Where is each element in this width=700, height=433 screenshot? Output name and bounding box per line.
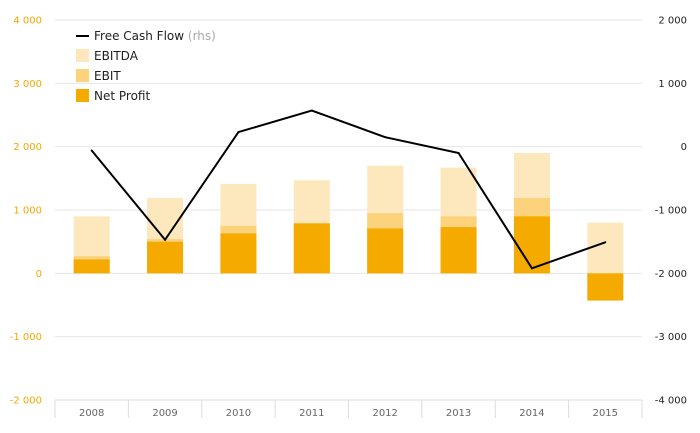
bar-net-profit [293,223,330,274]
y-axis-right-tick-label: -3 000 [655,332,687,343]
x-axis-tick-label: 2010 [226,408,251,419]
bar-ebitda [587,222,624,274]
free-cash-flow-point [604,241,607,244]
free-cash-flow-point [237,131,240,134]
bar-net-profit [220,233,257,274]
legend-swatch-ebit [76,69,89,82]
free-cash-flow-point [310,109,313,112]
y-axis-left-tick-label: 2 000 [13,142,42,153]
legend: Free Cash Flow (rhs) EBITDA EBIT Net Profit [76,29,216,103]
y-axis-left-tick-label: -1 000 [10,332,42,343]
bar-net-profit [73,259,110,274]
y-axis-right-tick-label: -1 000 [655,206,687,217]
free-cash-flow-point [384,136,387,139]
y-axis-left-tick-label: 4 000 [13,16,42,27]
y-axis-right-tick-label: -2 000 [655,269,687,280]
y-axis-left-tick-label: -2 000 [10,396,42,407]
y-axis-left-tick-label: 1 000 [13,206,42,217]
y-axis-right-tick-label: 0 [681,142,687,153]
x-axis-tick-label: 2008 [79,408,104,419]
legend-label-net-profit: Net Profit [94,89,150,103]
y-axis-right-tick-label: 1 000 [658,79,687,90]
legend-label-ebit: EBIT [94,69,121,83]
bar-net-profit [147,241,184,274]
x-axis-tick-label: 2009 [152,408,177,419]
y-axis-right-tick-label: -4 000 [655,396,687,407]
legend-swatch-ebitda [76,49,89,62]
grid-lines [55,19,642,401]
y-axis-right-tick-label: 2 000 [658,16,687,27]
free-cash-flow-point [164,238,167,241]
free-cash-flow-point [530,267,533,270]
x-axis-tick-label: 2013 [446,408,471,419]
y-axis-left-tick-label: 3 000 [13,79,42,90]
axes: 4 000 3 000 2 000 1 000 0 -1 000 -2 000 2 000 1 … [10,16,687,420]
legend-swatch-net-profit [76,89,89,102]
bar-net-profit [367,228,404,274]
free-cash-flow-line [90,109,606,270]
legend-label-ebitda: EBITDA [94,49,139,63]
x-axis-tick-label: 2014 [519,408,544,419]
free-cash-flow-point [90,149,93,152]
x-axis-tick-label: 2015 [593,408,618,419]
free-cash-flow-line-group [90,109,607,270]
bars [73,153,624,301]
free-cash-flow-point [457,152,460,154]
x-axis-tick-label: 2011 [299,408,324,419]
bar-net-profit [440,227,477,274]
legend-label-free-cash-flow: Free Cash Flow (rhs) [94,29,216,43]
bar-net-profit [587,273,624,301]
y-axis-left-tick-label: 0 [36,269,42,280]
x-axis-tick-label: 2012 [372,408,397,419]
legend-label-rhs-suffix: (rhs) [188,29,216,43]
